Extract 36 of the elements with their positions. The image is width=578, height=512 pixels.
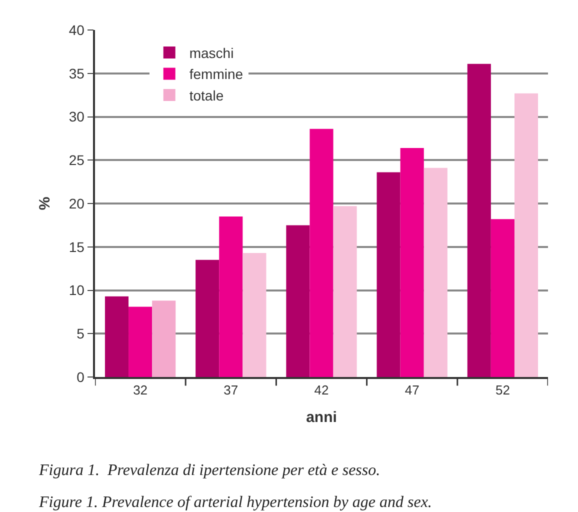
x-tick-label: 37 xyxy=(224,382,238,398)
y-tick-label: 5 xyxy=(76,326,85,342)
legend-label: femmine xyxy=(189,66,244,82)
bar xyxy=(219,216,243,377)
x-tick-label: 42 xyxy=(314,382,329,398)
y-tick-label: 25 xyxy=(68,152,85,168)
caption: Figure 1. Prevalence of arterial hypertension by age and sex. xyxy=(38,494,432,511)
y-tick-label: 20 xyxy=(68,195,85,212)
legend-label: maschi xyxy=(189,45,234,61)
bar xyxy=(128,306,152,377)
bar xyxy=(104,296,129,377)
x-axis-title: anni xyxy=(306,408,337,426)
bar xyxy=(152,300,176,377)
x-tick-label: 52 xyxy=(495,382,510,398)
y-axis-title: % xyxy=(36,196,54,210)
x-tick-label: 47 xyxy=(404,382,420,398)
bar xyxy=(286,225,310,377)
bar xyxy=(490,219,514,377)
text: Figura 1. Prevalenza di ipertensione per età e sesso. xyxy=(38,462,380,479)
bar xyxy=(196,260,220,377)
bar xyxy=(467,64,491,377)
bar xyxy=(376,172,400,377)
bar xyxy=(400,148,424,377)
y-tick-label: 15 xyxy=(68,238,85,255)
y-tick-label: 30 xyxy=(68,108,85,125)
y-tick-label: 0 xyxy=(76,368,85,385)
x-tick-label: 32 xyxy=(133,382,148,398)
bar xyxy=(514,93,538,377)
y-tick-label: 40 xyxy=(68,22,85,38)
bar xyxy=(242,252,266,377)
bar xyxy=(424,168,448,377)
y-tick-label: 35 xyxy=(68,65,85,82)
y-tick-label: 10 xyxy=(68,282,85,298)
bar xyxy=(310,128,334,377)
bar xyxy=(333,206,357,377)
legend-label: totale xyxy=(189,87,224,104)
